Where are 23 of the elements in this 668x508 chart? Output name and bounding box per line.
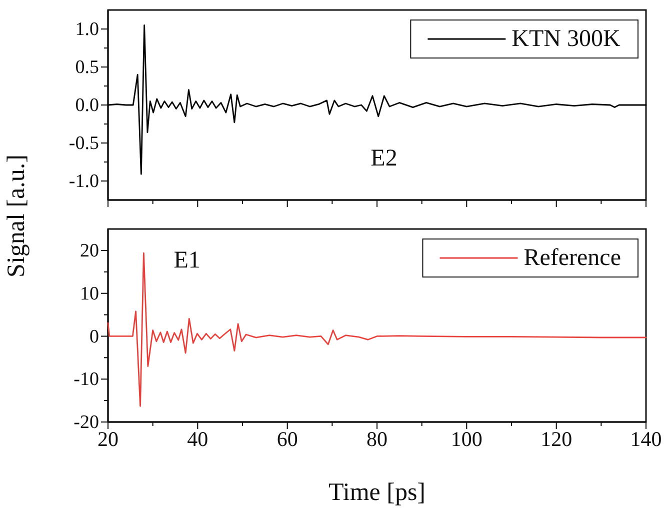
- y-tick-label: -1.0: [68, 171, 99, 192]
- y-tick-label: 10: [80, 283, 99, 304]
- x-tick-label: 20: [98, 426, 118, 451]
- y-tick-label: -10: [74, 369, 99, 390]
- x-axis-title: Time [ps]: [328, 479, 426, 506]
- legend-label: KTN 300K: [512, 26, 621, 52]
- x-tick-label: 40: [187, 426, 208, 451]
- y-tick-label: -20: [74, 412, 99, 434]
- y-tick-label: 20: [80, 240, 99, 262]
- annotation: E1: [174, 247, 200, 274]
- x-tick-label: 100: [450, 426, 482, 451]
- x-tick-label: 60: [276, 426, 298, 451]
- x-tick-label: 140: [630, 426, 662, 451]
- legend-label: Reference: [524, 245, 621, 271]
- x-tick-label: 80: [366, 426, 388, 451]
- y-tick-label: 0.5: [75, 57, 99, 78]
- y-tick-label: -0.5: [68, 133, 99, 154]
- y-axis-title: Signal [a.u.]: [3, 154, 30, 278]
- y-tick-label: 0.0: [75, 95, 99, 116]
- y-tick-label: 1.0: [75, 19, 99, 40]
- x-tick-label: 120: [540, 426, 572, 451]
- annotation: E2: [370, 146, 398, 172]
- y-tick-label: 0: [90, 326, 99, 348]
